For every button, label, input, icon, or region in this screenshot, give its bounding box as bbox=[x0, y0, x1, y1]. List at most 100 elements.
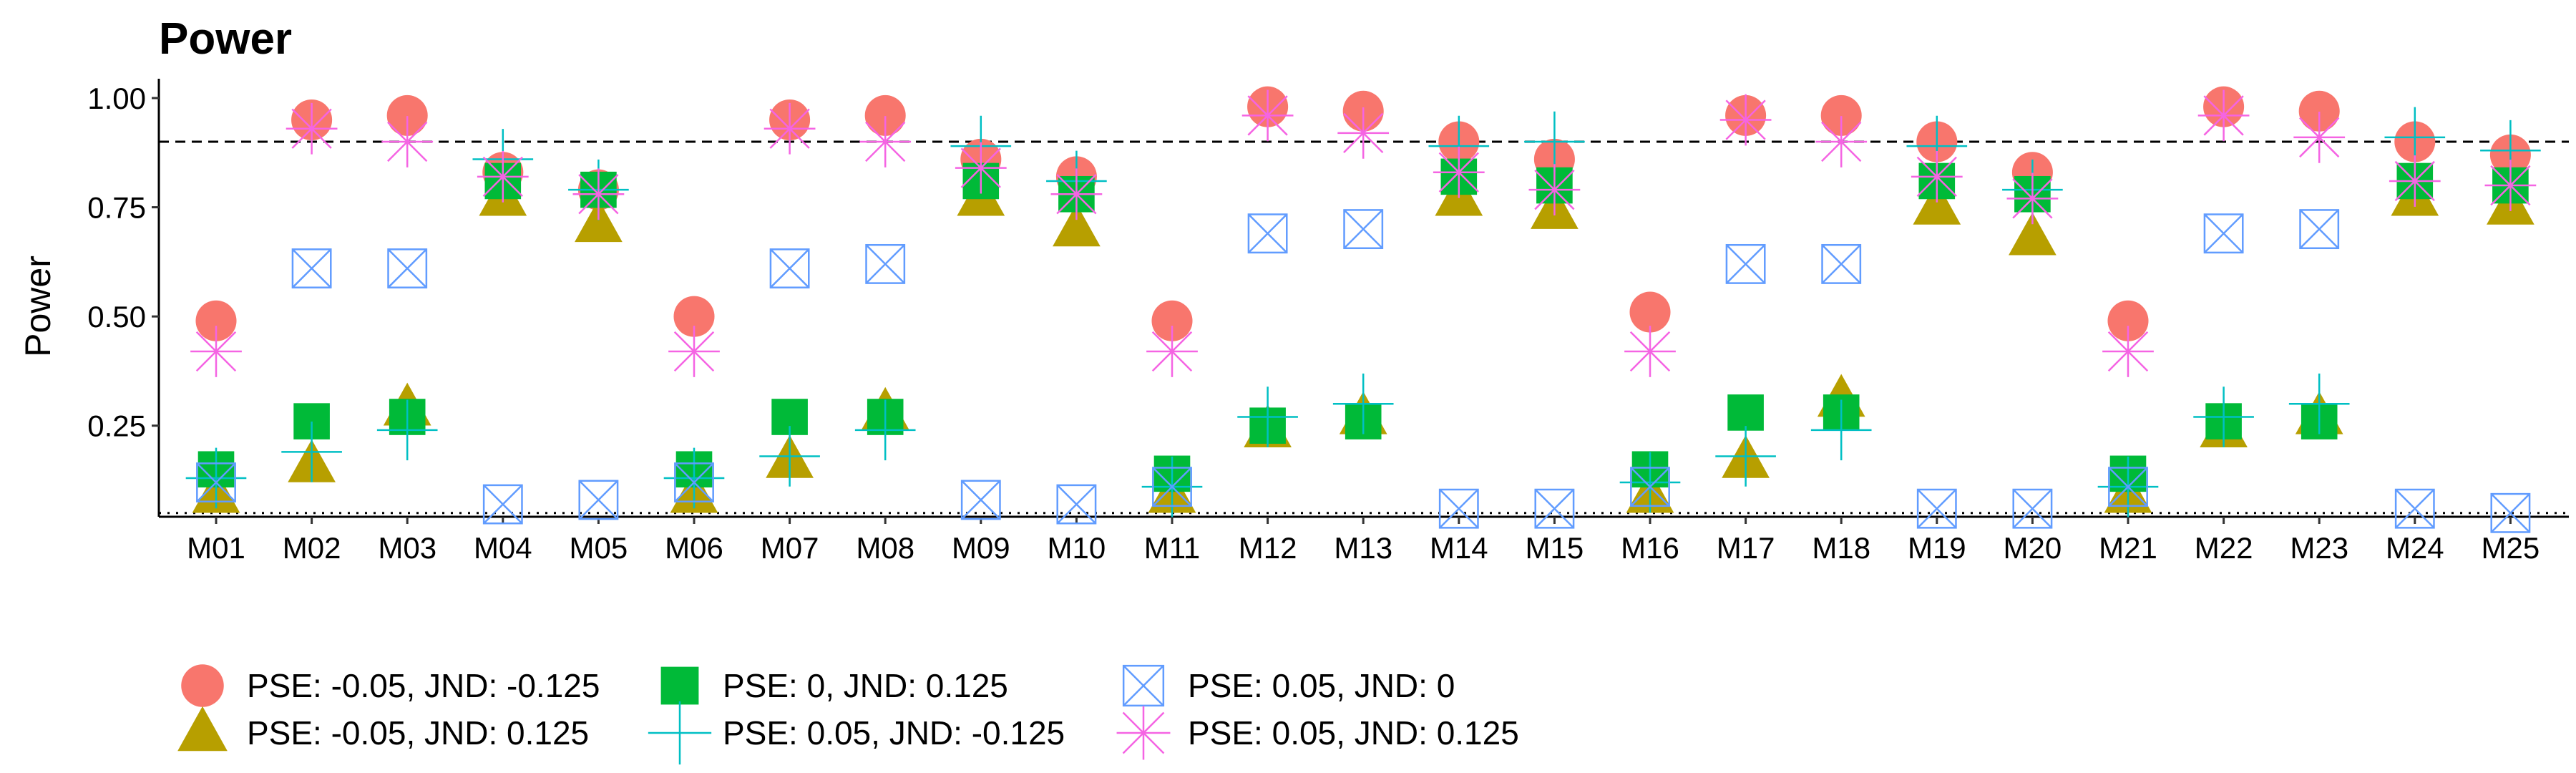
data-point-plus bbox=[1619, 452, 1681, 513]
data-point-boxcross bbox=[674, 462, 714, 502]
data-point-boxcross bbox=[2203, 213, 2244, 254]
data-point-boxcross bbox=[1916, 488, 1957, 529]
x-tick-label: M02 bbox=[283, 531, 341, 565]
data-point-plus bbox=[1810, 399, 1872, 461]
y-tick-label: 0.75 bbox=[87, 191, 146, 225]
data-point-boxcross bbox=[865, 243, 906, 284]
x-tick-label: M05 bbox=[570, 531, 628, 565]
data-point-plus bbox=[1237, 386, 1298, 447]
legend-label: PSE: -0.05, JND: 0.125 bbox=[247, 714, 589, 752]
legend-label: PSE: 0, JND: 0.125 bbox=[723, 667, 1008, 704]
data-point-plus bbox=[1332, 373, 1394, 434]
data-point-plus bbox=[281, 422, 342, 482]
data-point-asterisk bbox=[1911, 150, 1963, 203]
data-point-circle bbox=[1820, 94, 1862, 136]
data-point-asterisk bbox=[1815, 116, 1868, 167]
data-point-circle bbox=[386, 94, 428, 136]
data-point-asterisk bbox=[190, 326, 242, 377]
data-point-asterisk bbox=[2484, 160, 2537, 211]
legend-key-asterisk bbox=[1116, 706, 1171, 760]
data-point-triangle bbox=[1053, 203, 1101, 247]
x-tick-label: M21 bbox=[2099, 531, 2157, 565]
data-point-asterisk bbox=[2102, 326, 2154, 377]
data-point-plus bbox=[2288, 373, 2350, 434]
x-tick-label: M20 bbox=[2004, 531, 2062, 565]
legend-key-triangle bbox=[177, 706, 228, 752]
data-point-asterisk bbox=[955, 142, 1007, 194]
x-tick-label: M11 bbox=[1144, 531, 1201, 565]
x-tick-label: M19 bbox=[1908, 531, 1966, 565]
legend-key-square bbox=[660, 666, 699, 705]
chart-title: Power bbox=[159, 14, 292, 64]
x-tick-label: M16 bbox=[1621, 531, 1679, 565]
data-point-boxcross bbox=[578, 480, 619, 520]
x-tick-label: M18 bbox=[1812, 531, 1870, 565]
data-point-asterisk bbox=[572, 168, 625, 220]
data-point-circle bbox=[673, 296, 715, 337]
x-tick-label: M10 bbox=[1048, 531, 1106, 565]
data-point-asterisk bbox=[1241, 89, 1294, 142]
data-point-circle bbox=[195, 300, 237, 341]
x-tick-label: M09 bbox=[952, 531, 1010, 565]
x-tick-label: M14 bbox=[1430, 531, 1488, 565]
data-point-boxcross bbox=[2490, 492, 2531, 533]
x-tick-label: M04 bbox=[474, 531, 532, 565]
data-point-boxcross bbox=[2394, 488, 2435, 529]
data-point-asterisk bbox=[763, 102, 816, 155]
x-tick-label: M08 bbox=[856, 531, 914, 565]
data-point-plus bbox=[1715, 426, 1776, 487]
data-point-asterisk bbox=[286, 102, 338, 155]
legend: PSE: -0.05, JND: -0.125 PSE: -0.05, JND: … bbox=[177, 664, 1519, 765]
data-point-boxcross bbox=[2299, 209, 2340, 250]
data-point-circle bbox=[864, 94, 906, 136]
plot-area: 0.25 0.50 0.75 1.00 M01 M02 M03 M04 M05 M06 M07 M08… bbox=[87, 79, 2569, 565]
x-tick-label: M07 bbox=[761, 531, 819, 565]
legend-key-plus bbox=[648, 701, 712, 765]
data-point-triangle bbox=[2009, 212, 2057, 256]
legend-label: PSE: 0.05, JND: -0.125 bbox=[723, 714, 1065, 752]
data-point-boxcross bbox=[1343, 209, 1384, 250]
x-tick-label: M12 bbox=[1239, 531, 1297, 565]
data-point-plus bbox=[376, 399, 438, 461]
data-point-asterisk bbox=[2006, 172, 2059, 225]
data-point-triangle bbox=[1913, 181, 1961, 225]
data-point-asterisk bbox=[2293, 112, 2346, 163]
data-point-asterisk bbox=[477, 150, 529, 203]
data-point-asterisk bbox=[668, 326, 720, 377]
x-tick-label: M24 bbox=[2386, 531, 2444, 565]
data-point-boxcross bbox=[1821, 243, 1862, 284]
x-tick-label: M23 bbox=[2290, 531, 2348, 565]
x-tick-label: M25 bbox=[2482, 531, 2540, 565]
x-tick-label: M03 bbox=[378, 531, 436, 565]
data-point-circle bbox=[1629, 291, 1671, 333]
data-point-boxcross bbox=[1534, 488, 1575, 529]
x-tick-label: M22 bbox=[2195, 531, 2253, 565]
data-point-circle bbox=[2107, 300, 2149, 341]
legend-key-circle bbox=[181, 664, 224, 707]
data-point-circle bbox=[1151, 300, 1193, 341]
data-point-asterisk bbox=[1050, 168, 1103, 220]
legend-label: PSE: -0.05, JND: -0.125 bbox=[247, 667, 600, 704]
data-point-asterisk bbox=[1433, 146, 1485, 198]
data-point-asterisk bbox=[381, 116, 434, 167]
x-tick-label: M13 bbox=[1334, 531, 1392, 565]
y-axis-label: Power bbox=[18, 256, 58, 357]
data-point-boxcross bbox=[1725, 243, 1766, 284]
x-tick-label: M15 bbox=[1526, 531, 1584, 565]
data-point-boxcross bbox=[2012, 488, 2053, 529]
data-point-boxcross bbox=[2108, 467, 2148, 507]
legend-key-boxcross bbox=[1122, 664, 1165, 707]
data-point-asterisk bbox=[1528, 164, 1581, 216]
data-point-asterisk bbox=[2389, 155, 2441, 207]
data-point-boxcross bbox=[1630, 467, 1670, 507]
x-tick-label: M06 bbox=[665, 531, 723, 565]
y-tick-label: 0.25 bbox=[87, 409, 146, 443]
y-tick-label: 1.00 bbox=[87, 82, 146, 115]
data-point-plus bbox=[663, 447, 725, 509]
data-point-boxcross bbox=[291, 248, 332, 288]
data-point-plus bbox=[759, 426, 820, 487]
data-point-asterisk bbox=[1719, 94, 1772, 146]
x-tick-label: M01 bbox=[187, 531, 245, 565]
data-point-boxcross bbox=[482, 484, 523, 525]
